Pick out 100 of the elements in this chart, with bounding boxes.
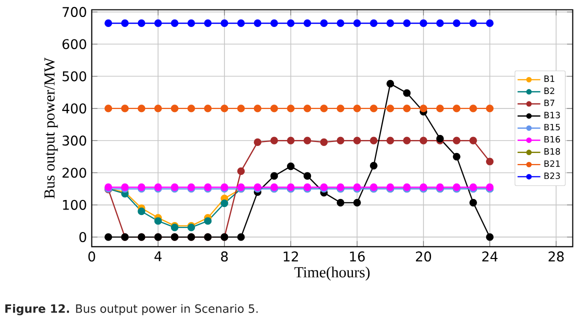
point [469,104,478,112]
point [386,136,394,144]
x-tick-label: 12 [284,251,298,262]
point [286,19,295,28]
point [486,158,494,166]
point [286,136,295,144]
point [403,136,411,144]
legend-label: B2 [544,88,554,94]
point [270,136,278,144]
x-tick-label: 28 [548,251,564,262]
point [469,19,478,28]
y-tick-label: 500 [62,71,86,82]
point [370,162,378,170]
point [353,19,361,28]
point [469,136,478,144]
point [104,104,112,112]
x-tick-label: 0 [88,251,96,262]
point [237,104,245,112]
y-tick-label: 700 [62,6,86,18]
x-tick-label: 8 [221,251,228,262]
legend-label: B13 [544,112,560,118]
point [304,136,312,144]
x-axis-title: Time(hours) [294,266,370,281]
point [237,233,245,241]
point [370,136,378,144]
point [138,19,146,28]
x-tick-label: 24 [482,251,498,262]
point [452,152,460,160]
point [386,19,394,28]
y-tick-label: 300 [62,136,86,146]
y-tick-label: 0 [79,232,86,242]
y-axis-title: Bus output power/MW [44,58,58,198]
point [254,138,262,146]
point [220,200,228,208]
point [154,104,162,112]
point [452,19,460,28]
point [104,19,112,28]
point [336,19,344,28]
point [403,104,411,112]
legend-label: B7 [544,100,554,106]
point [154,217,162,225]
point [336,104,344,112]
legend-label: B15 [544,124,560,130]
point [304,104,312,112]
point [353,104,361,112]
point [204,19,212,28]
text: Figure 12. Bus output power in Scenario 5. [5,304,258,316]
point [420,104,428,112]
point [204,104,212,112]
legend-label: B1 [544,76,554,82]
point [104,233,112,241]
point [370,104,378,112]
point [220,104,228,112]
point [270,172,278,180]
point [353,136,361,144]
point [386,104,394,112]
point [237,19,245,28]
y-tick-label: 600 [62,39,86,50]
point [386,80,394,88]
x-tick-label: 4 [154,251,162,262]
point [220,19,228,28]
point [204,217,212,225]
point [138,104,146,112]
point [486,19,494,28]
point [304,19,312,28]
point [320,138,328,146]
point [187,19,196,28]
y-tick-label: 400 [62,103,86,114]
point [237,167,245,175]
point [436,19,444,28]
y-tick-label: 200 [62,168,86,178]
point [154,19,162,28]
point [486,233,494,241]
point [320,104,328,112]
point [370,19,378,28]
point [452,104,460,112]
point [254,104,262,112]
point [336,198,344,206]
point [121,19,129,28]
legend-label: B21 [544,160,560,167]
legend-label: B16 [544,136,560,143]
point [286,104,295,112]
point [436,104,444,112]
point [320,19,328,28]
point [270,19,278,28]
point [452,136,460,144]
point [403,89,411,97]
point [469,198,478,206]
legend-label: B23 [544,172,560,180]
point [170,104,178,112]
y-tick-label: 100 [63,200,86,210]
point [121,104,129,112]
point [420,19,428,28]
x-tick-label: 16 [350,251,365,262]
point [304,172,312,180]
point [270,104,278,112]
point [420,136,428,144]
point [170,19,178,28]
point [138,208,146,216]
point [187,104,196,112]
